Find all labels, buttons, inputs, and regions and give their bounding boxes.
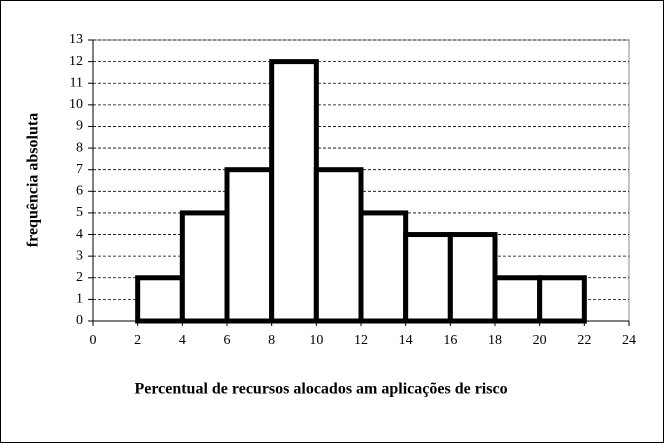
y-tick-label: 8 <box>76 140 83 155</box>
y-tick-label: 2 <box>76 270 83 285</box>
y-tick-label: 0 <box>76 313 83 328</box>
x-tick-label: 22 <box>577 333 591 348</box>
x-tick-label: 18 <box>488 333 502 348</box>
bar <box>269 59 319 324</box>
x-tick-label: 6 <box>224 333 231 348</box>
bar <box>224 167 275 324</box>
bar <box>358 210 409 324</box>
bar <box>403 232 453 324</box>
x-tick-label: 0 <box>90 333 97 348</box>
x-tick-label: 4 <box>179 333 186 348</box>
x-tick-label: 10 <box>309 333 323 348</box>
y-tick-label: 7 <box>76 162 83 177</box>
y-tick-label: 5 <box>76 205 83 220</box>
bar <box>179 210 230 324</box>
y-tick-label: 1 <box>76 292 83 307</box>
x-tick-label: 20 <box>533 333 547 348</box>
y-tick-label: 11 <box>70 75 83 90</box>
bar <box>492 275 543 324</box>
x-tick-label: 2 <box>134 333 141 348</box>
bar <box>313 167 364 324</box>
x-tick-label: 12 <box>354 333 368 348</box>
bar <box>135 275 185 324</box>
bar <box>447 232 498 324</box>
bar <box>537 275 587 324</box>
y-tick-label: 4 <box>76 227 83 242</box>
y-tick-label: 6 <box>76 184 83 199</box>
y-tick-label: 13 <box>69 32 83 47</box>
x-tick-label: 16 <box>443 333 457 348</box>
x-tick-label: 24 <box>622 333 636 348</box>
x-tick-label: 14 <box>399 333 413 348</box>
y-tick-label: 9 <box>76 119 83 134</box>
x-tick-label: 8 <box>268 333 275 348</box>
y-tick-label: 12 <box>69 54 83 69</box>
y-tick-label: 3 <box>76 248 83 263</box>
y-tick-label: 10 <box>69 97 83 112</box>
x-axis-label: Percentual de recursos alocados am aplic… <box>134 381 507 398</box>
y-axis-label: frequência absoluta <box>25 113 42 247</box>
